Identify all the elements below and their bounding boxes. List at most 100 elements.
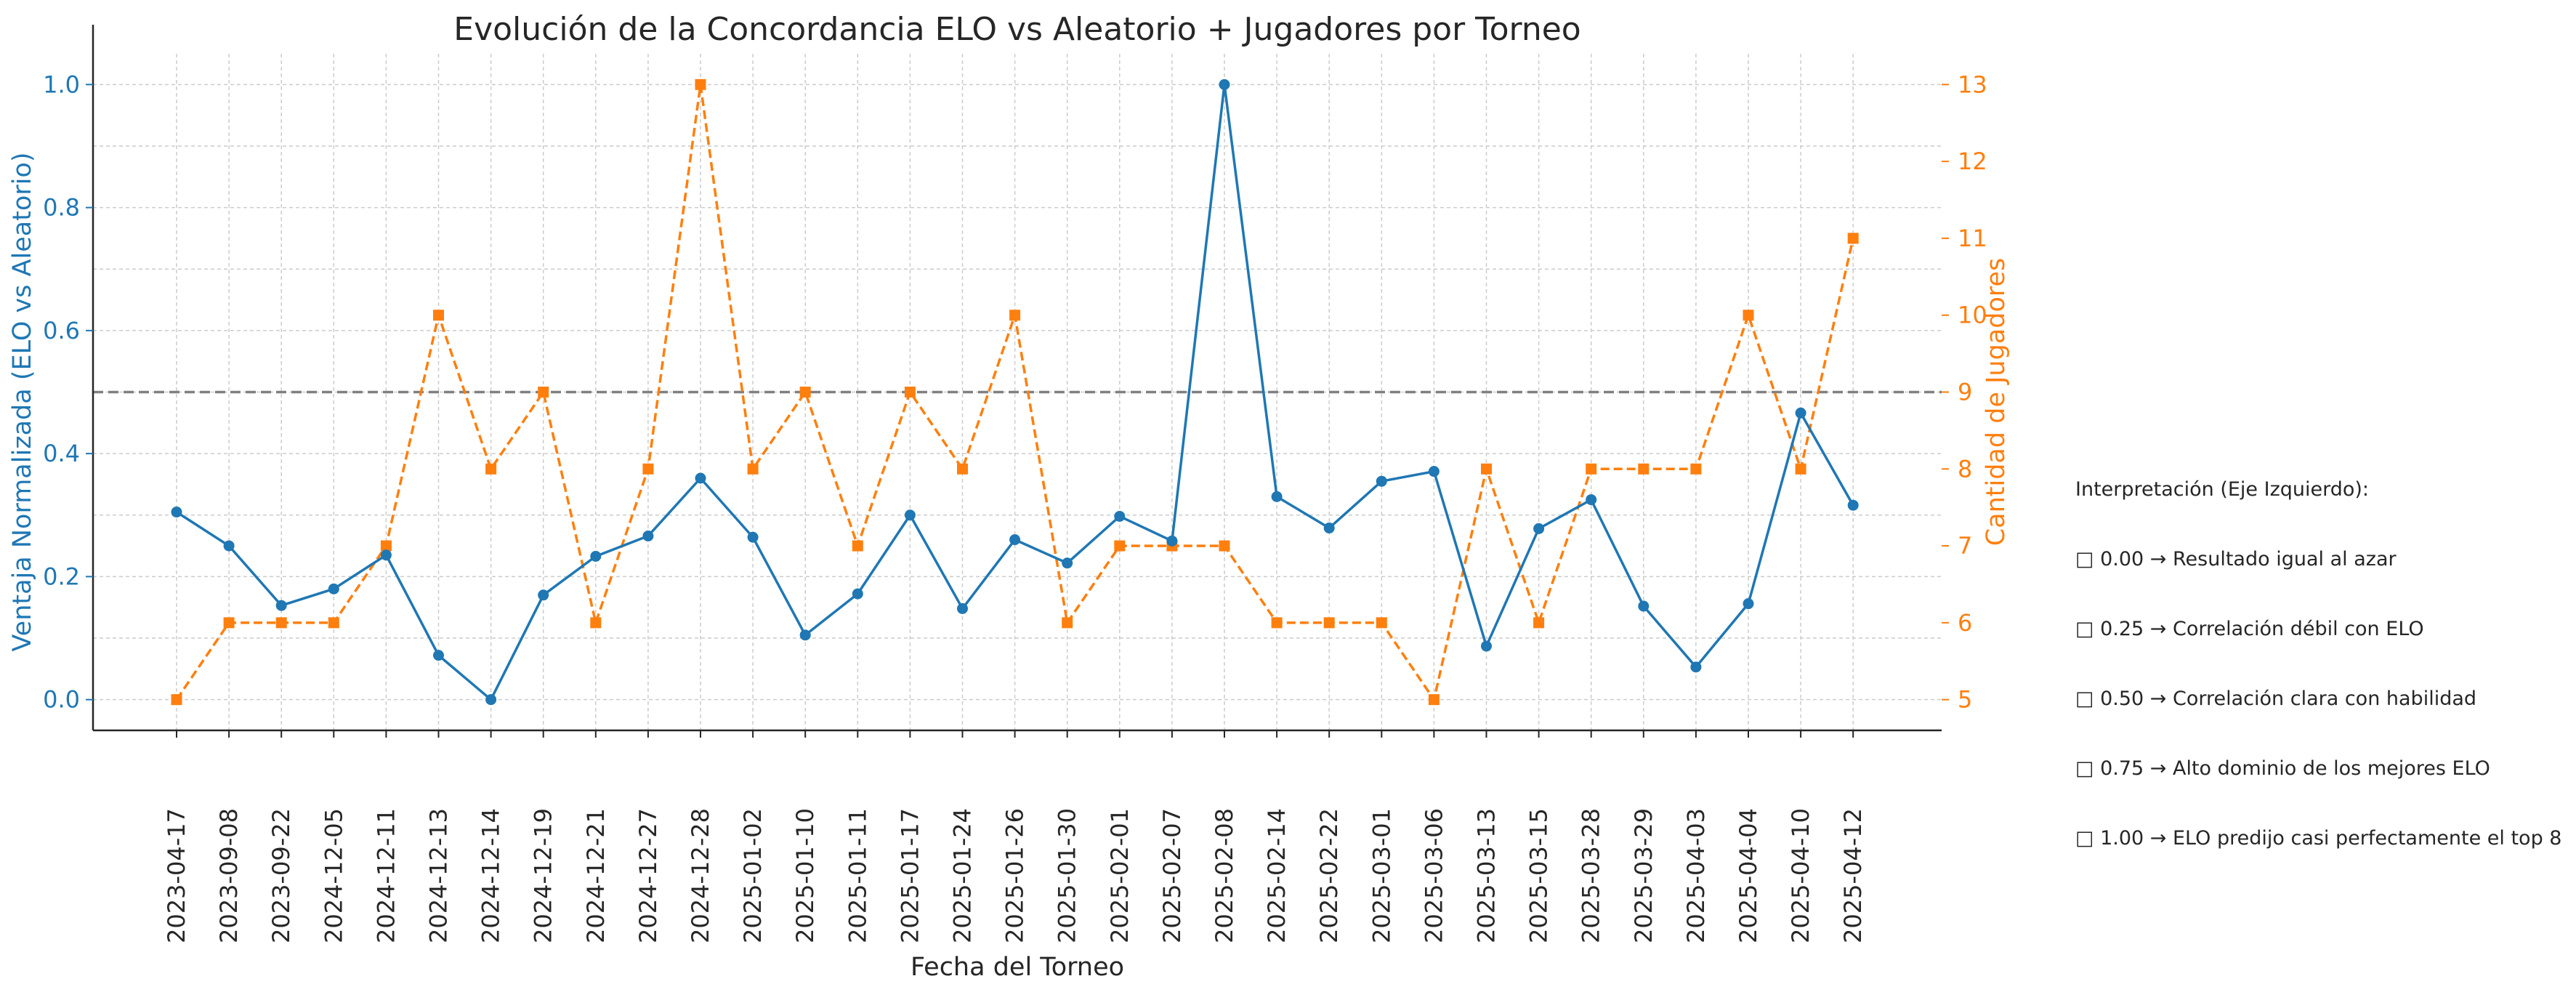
- x-tick-label: 2025-02-14: [1263, 808, 1291, 943]
- point-jugadores: [1428, 694, 1440, 706]
- point-ventaja: [1062, 557, 1073, 569]
- point-jugadores: [223, 617, 235, 629]
- x-tick-label: 2024-12-13: [425, 808, 453, 943]
- point-jugadores: [1743, 310, 1754, 321]
- point-ventaja: [1847, 499, 1859, 511]
- point-jugadores: [328, 617, 339, 629]
- point-jugadores: [957, 463, 968, 475]
- series-ventaja: [171, 78, 1859, 706]
- point-ventaja: [223, 540, 235, 552]
- point-ventaja: [852, 588, 863, 600]
- point-jugadores: [590, 617, 602, 629]
- point-ventaja: [747, 531, 759, 543]
- x-tick-label: 2025-01-10: [791, 808, 819, 943]
- x-tick-label: 2025-04-12: [1839, 808, 1867, 943]
- point-jugadores: [538, 387, 549, 398]
- y2-tick-label: 8: [1958, 455, 1972, 483]
- x-tick-label: 2025-02-08: [1211, 808, 1238, 943]
- y2-tick-label: 13: [1958, 70, 1987, 98]
- point-jugadores: [852, 540, 863, 552]
- x-tick-label: 2025-03-01: [1368, 808, 1395, 943]
- chart-title: Evolución de la Concordancia ELO vs Alea…: [453, 11, 1580, 48]
- y2-tick-label: 7: [1958, 532, 1972, 560]
- x-tick-label: 2024-12-28: [687, 808, 714, 943]
- point-jugadores: [904, 387, 916, 398]
- y2-tick-label: 9: [1958, 379, 1972, 406]
- point-jugadores: [1376, 617, 1387, 629]
- point-jugadores: [1062, 617, 1073, 629]
- x-tick-label: 2024-12-21: [582, 808, 610, 943]
- point-ventaja: [1428, 466, 1440, 477]
- point-jugadores: [1271, 617, 1283, 629]
- point-jugadores: [275, 617, 287, 629]
- y2-tick-label: 10: [1958, 302, 1987, 329]
- x-tick-label: 2025-02-07: [1158, 808, 1186, 943]
- x-tick-label: 2023-09-08: [215, 808, 243, 943]
- point-ventaja: [275, 600, 287, 611]
- x-tick-label: 2023-09-22: [267, 808, 295, 943]
- point-ventaja: [1795, 407, 1806, 419]
- point-jugadores: [1323, 617, 1335, 629]
- x-tick-label: 2023-04-17: [163, 808, 190, 943]
- point-jugadores: [1586, 463, 1597, 475]
- point-ventaja: [538, 589, 549, 601]
- y2-tick-label: 12: [1958, 148, 1987, 175]
- point-ventaja: [171, 507, 182, 518]
- point-ventaja: [904, 509, 916, 521]
- point-jugadores: [1795, 463, 1806, 475]
- x-tick-label: 2024-12-19: [530, 808, 557, 943]
- x-tick-label: 2025-02-22: [1315, 808, 1343, 943]
- interpretation-line: □ 1.00 → ELO predijo casi perfectamente …: [2075, 827, 2562, 850]
- x-tick-label: 2024-12-05: [320, 808, 347, 943]
- point-jugadores: [380, 540, 392, 552]
- point-ventaja: [1219, 78, 1230, 90]
- point-ventaja: [1638, 600, 1650, 612]
- interpretation-line: □ 0.75 → Alto dominio de los mejores ELO: [2075, 757, 2490, 780]
- y2-tick-label: 5: [1958, 686, 1972, 714]
- y2-tick-label: 6: [1958, 609, 1972, 637]
- tick-labels: 0.0 0.2 0.4 0.6 0.8 1.0 5 6 7 8 9 10 11 12 13 2023-04-1…: [43, 70, 1987, 943]
- interpretation-line: □ 0.00 → Resultado igual al azar: [2075, 548, 2397, 570]
- axes: [86, 25, 1949, 738]
- x-tick-label: 2025-04-04: [1735, 808, 1762, 943]
- y-tick-label: 0.0: [43, 686, 80, 714]
- point-ventaja: [1586, 494, 1597, 506]
- x-tick-label: 2025-01-11: [844, 808, 871, 943]
- x-tick-label: 2025-01-17: [896, 808, 924, 943]
- point-ventaja: [590, 550, 602, 562]
- point-ventaja: [1009, 534, 1021, 546]
- point-ventaja: [1533, 523, 1545, 534]
- point-jugadores: [747, 463, 759, 475]
- point-ventaja: [799, 629, 811, 641]
- point-ventaja: [1481, 640, 1492, 652]
- x-tick-label: 2025-01-30: [1054, 808, 1081, 943]
- series-jugadores: [171, 78, 1859, 706]
- point-ventaja: [695, 472, 706, 484]
- point-jugadores: [485, 463, 497, 475]
- interpretation-line: □ 0.50 → Correlación clara con habilidad: [2075, 687, 2477, 710]
- point-ventaja: [1271, 491, 1283, 502]
- point-jugadores: [799, 387, 811, 398]
- point-jugadores: [171, 694, 182, 706]
- x-tick-label: 2025-04-10: [1787, 808, 1814, 943]
- point-jugadores: [695, 78, 706, 90]
- x-tick-label: 2025-03-29: [1630, 808, 1658, 943]
- x-tick-label: 2024-12-14: [477, 808, 505, 943]
- point-jugadores: [1481, 463, 1492, 475]
- point-jugadores: [1533, 617, 1545, 629]
- point-ventaja: [485, 694, 497, 706]
- point-ventaja: [433, 650, 444, 661]
- x-tick-label: 2025-01-26: [1001, 808, 1029, 943]
- x-tick-label: 2025-03-06: [1420, 808, 1448, 943]
- interpretation-line: □ 0.25 → Correlación débil con ELO: [2075, 618, 2424, 640]
- x-tick-label: 2024-12-27: [634, 808, 662, 943]
- y-tick-label: 0.2: [43, 562, 80, 590]
- y-axis-label-left: Ventaja Normalizada (ELO vs Aleatorio): [8, 152, 37, 651]
- interpretation-heading: Interpretación (Eje Izquierdo):: [2075, 478, 2370, 501]
- y-axis-label-right: Cantidad de Jugadores: [1982, 258, 2011, 547]
- point-jugadores: [1638, 463, 1650, 475]
- point-ventaja: [1376, 475, 1387, 487]
- x-tick-label: 2025-02-01: [1106, 808, 1134, 943]
- y2-tick-label: 11: [1958, 225, 1987, 252]
